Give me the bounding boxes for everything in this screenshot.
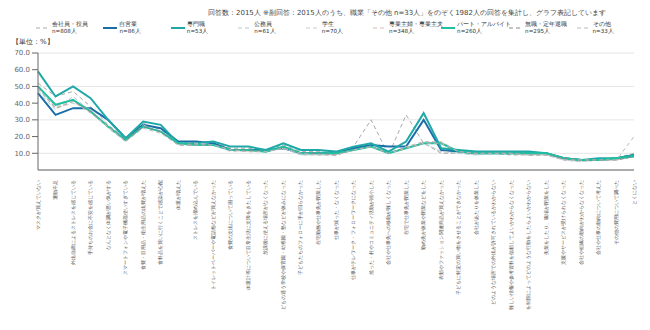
html-text:n=295人: n=295人 (525, 28, 550, 34)
svg-text:などを制限によってどのような行動をしたらよいかわからない: などを制限によってどのような行動をしたらよいかわからない (525, 180, 531, 310)
svg-text:在宅で仕事先が閉業した: 在宅で仕事先が閉業した (403, 180, 409, 235)
svg-text:どのような場所での外出が許可されているかわからない: どのような場所での外出が許可されているかわからない (490, 180, 496, 305)
html-text:n=53人: n=53人 (186, 28, 209, 34)
svg-text:難しい情報や参考資料を信頼してよいかわからなくなった: 難しい情報や参考資料を信頼してよいかわからなくなった (508, 180, 514, 310)
html-text:n=61人: n=61人 (254, 28, 276, 34)
svg-text:食費の支出について困っている: 食費の支出について困っている (227, 180, 233, 250)
svg-text:支援やサービスが受けられなくなった: 支援やサービスが受けられなくなった (560, 180, 566, 265)
svg-text:仕事が減った・なくなった: 仕事が減った・なくなった (333, 180, 339, 241)
html-text:その他: その他 (592, 21, 611, 27)
html-text:自営業: 自営業 (119, 21, 138, 27)
html-text:専門職: 専門職 (186, 21, 205, 27)
svg-text:運動不足: 運動不足 (52, 180, 58, 200)
svg-text:放課後に使える場所がなくなった: 放課後に使える場所がなくなった (262, 180, 268, 255)
svg-text:拾った・村やコミュニティ活動が縮小した: 拾った・村やコミュニティ活動が縮小した (368, 180, 374, 275)
svg-text:20.0: 20.0 (14, 133, 30, 141)
svg-text:その他の費用について調べた: その他の費用について調べた (613, 180, 619, 245)
html-text:パート・アルバイト: パート・アルバイト (457, 21, 512, 27)
svg-text:50.0: 50.0 (14, 83, 30, 91)
html-text:n=808人: n=808人 (52, 28, 77, 34)
svg-text:とくにない: とくにない (632, 180, 637, 205)
html-text:会社員・役員: 会社員・役員 (52, 21, 88, 27)
html-text:【単位：%】: 【単位：%】 (12, 38, 54, 46)
svg-text:70.0: 70.0 (14, 49, 30, 57)
html-text:専業主婦・専業主夫: 専業主婦・専業主夫 (389, 21, 444, 27)
svg-text:会社や仕事先への移動が難しくなった: 会社や仕事先への移動が難しくなった (385, 180, 391, 265)
html-text:公務員: 公務員 (254, 21, 273, 27)
html-text:回答数：2015人 ※副回答：2015人のうち、職業「その他: 回答数：2015人 ※副回答：2015人のうち、職業「その他 n=33人」をのぞ… (208, 9, 606, 17)
html-text:n=260人: n=260人 (457, 28, 482, 34)
svg-text:体重が増えた: 体重が増えた (175, 180, 181, 210)
svg-text:会社や仕事の動向について考えた: 会社や仕事の動向について考えた (595, 180, 601, 255)
svg-text:衣類やファッション関連商品が買えなかった: 衣類やファッション関連商品が買えなかった (438, 180, 444, 280)
svg-text:なんとなく体調が悪い気がする: なんとなく体調が悪い気がする (105, 180, 111, 250)
svg-text:40.0: 40.0 (14, 100, 30, 108)
html-text:学生: 学生 (321, 21, 334, 27)
svg-text:会社や組織の動向がわからなくなった: 会社や組織の動向がわからなくなった (578, 180, 584, 265)
svg-text:仕事がテレワーク・フォローワークになった: 仕事がテレワーク・フォローワークになった (350, 180, 356, 281)
html-text:無職・定年退職: 無職・定年退職 (525, 21, 568, 27)
svg-text:ストレスを溜め込んでいる: ストレスを溜め込んでいる (192, 180, 198, 240)
svg-text:食料品を買いに行くことで感染が心配: 食料品を買いに行くことで感染が心配 (157, 180, 163, 265)
html-text:n=33人: n=33人 (592, 28, 614, 34)
svg-text:会社があたりを休業した: 会社があたりを休業した (473, 180, 479, 235)
svg-text:手持ちのお金に不安を感じている: 手持ちのお金に不安を感じている (87, 180, 93, 255)
svg-text:スマートフォンや電子機器使いすぎている: スマートフォンや電子機器使いすぎている (122, 180, 128, 275)
svg-text:外出自粛によるストレスを感じている: 外出自粛によるストレスを感じている (70, 180, 76, 265)
svg-text:60.0: 60.0 (14, 66, 30, 74)
svg-text:10.0: 10.0 (14, 150, 30, 158)
html-text:n=70人: n=70人 (321, 28, 343, 34)
html-text:n=86人: n=86人 (119, 28, 141, 34)
svg-text:子どもの通う学校や保育園・幼稚園・塾などが休みになった: 子どもの通う学校や保育園・幼稚園・塾などが休みになった (280, 180, 286, 310)
svg-text:食費・日用品・衛生用品の出費が増えた: 食費・日用品・衛生用品の出費が増えた (140, 180, 146, 270)
svg-text:体重計等について日常生活に支障をきたしている: 体重計等について日常生活に支障をきたしている (245, 180, 251, 290)
svg-text:30.0: 30.0 (14, 116, 30, 124)
svg-text:在宅勤務や仕事先が閉業した: 在宅勤務や仕事先が閉業した (315, 180, 321, 245)
svg-text:トイレットペーパーや電話粉などが買えなかった: トイレットペーパーや電話粉などが買えなかった (210, 180, 216, 290)
svg-text:勤め先が休業や閉業などをした: 勤め先が休業や閉業などをした (420, 180, 426, 250)
svg-text:失業をしたり、職場が閉業をした: 失業をしたり、職場が閉業をした (543, 180, 549, 255)
html-text:n=348人: n=348人 (389, 28, 414, 34)
svg-text:子どもに特定の買い物をさせることができなかった: 子どもに特定の買い物をさせることができなかった (455, 180, 461, 295)
svg-text:子どもたちのフォローに手が回らなかった: 子どもたちのフォローに手が回らなかった (297, 180, 303, 275)
svg-text:マスクが買えていない: マスクが買えていない (36, 180, 41, 230)
